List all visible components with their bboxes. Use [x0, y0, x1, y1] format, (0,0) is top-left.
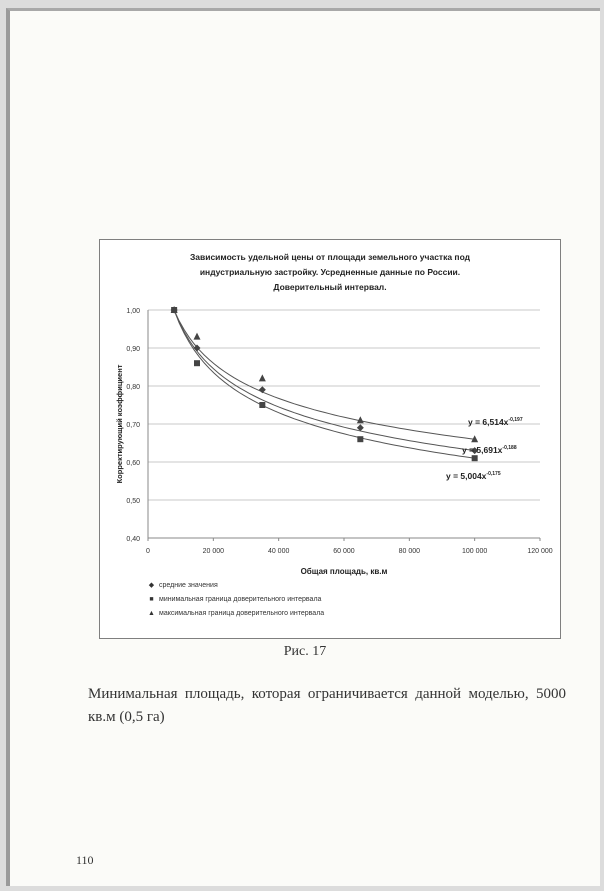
diamond-marker-icon: ◆ — [148, 582, 155, 589]
trendline-equation: y = 6,514x-0,197 — [468, 417, 523, 427]
y-tick-label: 0,90 — [126, 346, 140, 353]
trendline-series-2 — [173, 309, 475, 440]
trendline-equation: y = 5,691x-0,188 — [462, 445, 517, 455]
x-tick-label: 80 000 — [399, 548, 421, 555]
body-paragraph: Минимальная площадь, которая ограничивае… — [88, 686, 566, 725]
trendline-exponent: -0,197 — [508, 417, 522, 423]
square-marker-icon: ■ — [149, 596, 154, 603]
y-tick-label: 0,60 — [126, 460, 140, 467]
data-point-min — [194, 360, 200, 367]
x-tick-label: 0 — [146, 548, 150, 555]
data-point-mean — [193, 344, 201, 352]
x-tick-label: 120 000 — [527, 548, 552, 555]
page-number: 110 — [76, 853, 94, 867]
x-axis-label: Общая площадь, кв.м — [301, 567, 388, 576]
chart-legend: ◆ средние значения ■ минимальная граница д… — [148, 579, 324, 621]
y-tick-label: 0,70 — [126, 422, 140, 429]
chart-title: Зависимость удельной цены от площади зем… — [100, 250, 560, 295]
y-tick-label: 1,00 — [126, 308, 140, 315]
chart-frame: Зависимость удельной цены от площади зем… — [99, 239, 561, 639]
data-point-max — [356, 416, 364, 424]
trendline-exponent: -0,175 — [486, 471, 500, 477]
trendline-series-1 — [173, 309, 475, 459]
legend-item-min: ■ минимальная граница доверительного инте… — [148, 593, 324, 607]
data-point-min — [471, 455, 478, 462]
data-point-mean — [471, 447, 479, 455]
y-tick-label: 0,80 — [126, 384, 140, 391]
data-point-mean — [356, 424, 364, 432]
data-point-max — [193, 332, 201, 340]
trendline-equation: y = 5,004x-0,175 — [446, 471, 501, 481]
trendline-exponent: -0,188 — [502, 445, 516, 451]
data-point-mean — [258, 386, 266, 394]
legend-item-mean: ◆ средние значения — [148, 579, 324, 593]
x-tick-label: 100 000 — [462, 548, 487, 555]
data-point-min — [357, 436, 364, 443]
chart-plot: 0,40 0,50 0,60 0,70 0,80 0,90 1,00 0 20 000 40 00… — [115, 306, 553, 576]
trendline-series-0 — [173, 309, 475, 452]
data-point-min — [259, 402, 266, 408]
data-point-max — [471, 435, 479, 443]
chart-title-line-2: индустриальную застройку. Усредненные да… — [199, 267, 461, 277]
y-tick-label: 0,50 — [126, 498, 140, 505]
legend-item-max: ▲ максимальная граница доверительного инт… — [148, 607, 324, 621]
data-point-max — [170, 306, 178, 313]
y-tick-label: 0,40 — [126, 536, 140, 543]
book-page: Зависимость удельной цены от площади зем… — [6, 8, 600, 886]
x-tick-label: 40 000 — [268, 548, 290, 555]
y-axis-label: Корректирующий коэффициент — [115, 364, 124, 483]
x-tick-label: 60 000 — [333, 548, 355, 555]
triangle-marker-icon: ▲ — [148, 610, 155, 617]
chart-title-line-1: Зависимость удельной цены от площади зем… — [189, 252, 471, 262]
data-point-max — [258, 374, 266, 382]
x-tick-label: 20 000 — [203, 548, 225, 555]
figure-caption: Рис. 17 — [283, 644, 327, 659]
chart-title-line-3: Доверительный интервал. — [273, 282, 387, 292]
